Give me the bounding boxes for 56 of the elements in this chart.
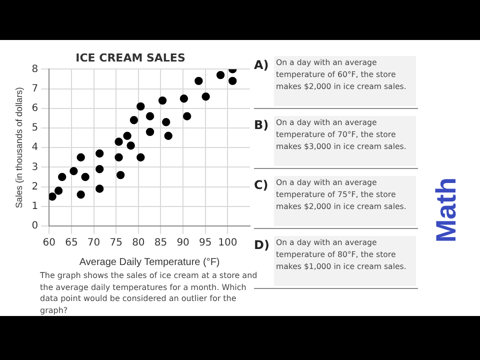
x-tick-label: 60 [42,238,56,249]
x-tick-label: 75 [110,238,122,249]
point [180,94,188,103]
point [164,132,172,140]
y-tick-label: 7 [32,83,38,94]
point [228,76,237,86]
x-tick-label: 65 [65,238,78,249]
y-tick-label: 2 [32,181,38,192]
point [95,184,104,193]
x-tick-label: 100 [218,238,238,249]
text: The graph shows the sales of ice cream at a store and the average daily temperatures for a month. Which data point would be considered an outlier for the graph? [40,270,258,316]
y-tick-label: 6 [32,102,38,114]
text: D) [254,238,270,252]
point [216,70,225,80]
point [202,92,210,101]
y-tick-label: 0 [32,220,38,232]
point [70,167,78,176]
point [95,149,104,158]
point [136,102,145,111]
point [58,172,66,182]
point [146,128,154,136]
point [123,132,132,140]
point [114,153,123,162]
point [76,153,85,162]
y-tick-label: 3 [32,162,38,173]
x-axis-title: Average Daily Temperature (°F) [79,256,220,268]
x-tick-label: 85 [154,238,168,249]
text: C) [254,178,268,192]
x-tick-label: 90 [176,238,190,249]
y-tick-label: 1 [32,200,38,212]
y-axis-title: Sales (in thousands of dollars) [14,87,24,208]
point [116,170,125,180]
point [162,118,170,126]
point [81,172,90,182]
point [146,112,154,120]
point [158,96,167,105]
point [54,186,63,195]
point [194,76,203,86]
point [76,190,85,199]
point [130,116,138,124]
y-tick-label: 8 [32,64,38,75]
point [95,165,104,174]
x-tick-label: 80 [132,238,145,249]
text: Math [431,177,463,243]
point [136,153,145,162]
text: A) [254,58,269,72]
x-tick-label: 70 [87,238,100,249]
point [182,112,192,120]
y-tick-label: 4 [32,142,38,154]
chart-title: ICE CREAM SALES [76,51,186,64]
point [114,138,123,146]
point [49,192,56,201]
x-tick-label: 95 [199,238,212,249]
text: B) [254,118,269,132]
point [126,142,135,150]
y-tick-label: 5 [32,122,38,134]
